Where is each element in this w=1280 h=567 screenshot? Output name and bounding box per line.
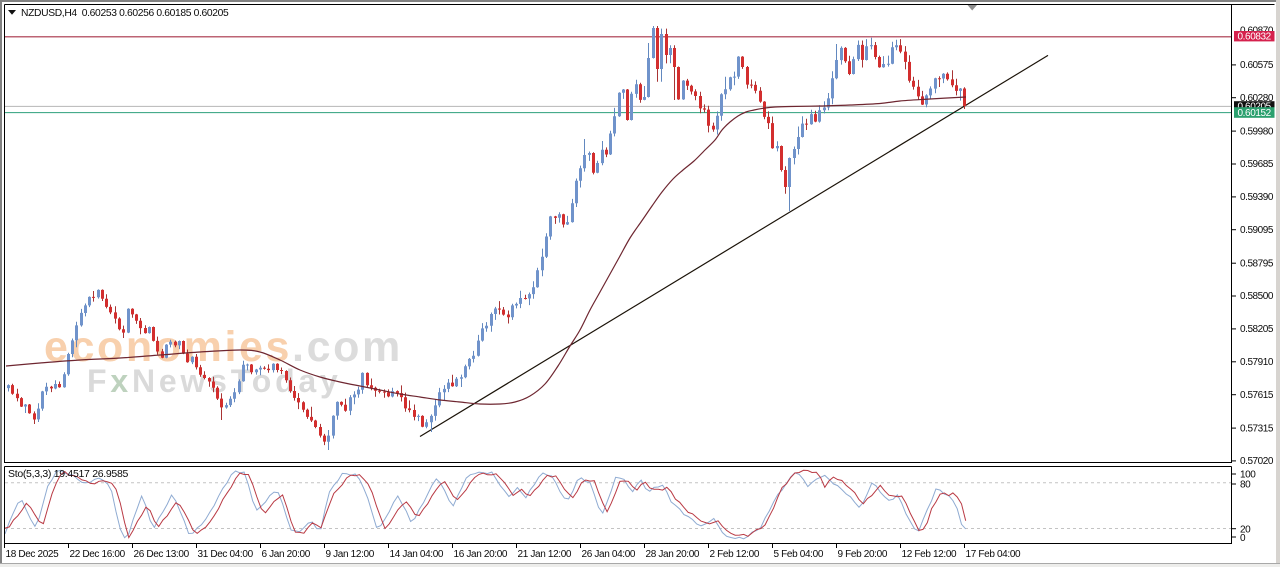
svg-text:0.60205: 0.60205	[1238, 101, 1272, 112]
svg-text:0.60832: 0.60832	[1238, 32, 1272, 43]
svg-text:FxNewsToday: FxNewsToday	[87, 363, 342, 399]
svg-text:0.59980: 0.59980	[1240, 126, 1274, 137]
svg-text:0.60280: 0.60280	[1240, 93, 1274, 104]
svg-text:0.57020: 0.57020	[1240, 456, 1274, 467]
svg-text:28 Jan 20:00: 28 Jan 20:00	[646, 549, 700, 560]
svg-text:NZDUSD,H4 0.60253 0.60256 0.6: NZDUSD,H4 0.60253 0.60256 0.60185 0.6020…	[21, 8, 229, 19]
svg-text:14 Jan 04:00: 14 Jan 04:00	[390, 549, 444, 560]
svg-text:9 Feb 20:00: 9 Feb 20:00	[838, 549, 888, 560]
svg-text:0.59685: 0.59685	[1240, 159, 1274, 170]
svg-text:0.57910: 0.57910	[1240, 357, 1274, 368]
svg-text:0.57315: 0.57315	[1240, 423, 1274, 434]
svg-text:17 Feb 04:00: 17 Feb 04:00	[966, 549, 1022, 560]
svg-text:12 Feb 12:00: 12 Feb 12:00	[902, 549, 958, 560]
svg-text:16 Jan 20:00: 16 Jan 20:00	[454, 549, 508, 560]
svg-text:31 Dec 04:00: 31 Dec 04:00	[198, 549, 254, 560]
svg-text:18 Dec 2025: 18 Dec 2025	[6, 549, 60, 560]
svg-text:2 Feb 12:00: 2 Feb 12:00	[710, 549, 760, 560]
svg-text:0.58795: 0.58795	[1240, 258, 1274, 269]
svg-text:5 Feb 04:00: 5 Feb 04:00	[774, 549, 824, 560]
svg-text:0.59095: 0.59095	[1240, 225, 1274, 236]
svg-text:0.57615: 0.57615	[1240, 390, 1274, 401]
svg-text:0.60152: 0.60152	[1238, 108, 1272, 119]
svg-text:0.60575: 0.60575	[1240, 60, 1274, 71]
svg-text:0.58205: 0.58205	[1240, 324, 1274, 335]
svg-text:20: 20	[1240, 524, 1251, 535]
svg-text:0.58500: 0.58500	[1240, 291, 1274, 302]
svg-text:0.59390: 0.59390	[1240, 192, 1274, 203]
svg-text:80: 80	[1240, 480, 1251, 491]
svg-text:22 Dec 16:00: 22 Dec 16:00	[70, 549, 126, 560]
svg-text:26 Jan 04:00: 26 Jan 04:00	[582, 549, 636, 560]
svg-text:21 Jan 12:00: 21 Jan 12:00	[518, 549, 572, 560]
svg-text:100: 100	[1240, 470, 1256, 481]
svg-text:6 Jan 20:00: 6 Jan 20:00	[262, 549, 311, 560]
svg-text:economies.com: economies.com	[44, 323, 403, 371]
svg-text:26 Dec 13:00: 26 Dec 13:00	[134, 549, 190, 560]
svg-text:Sto(5,3,3) 19.4517 26.9585: Sto(5,3,3) 19.4517 26.9585	[8, 468, 129, 480]
svg-text:9 Jan 12:00: 9 Jan 12:00	[326, 549, 375, 560]
svg-text:0: 0	[1240, 533, 1246, 544]
